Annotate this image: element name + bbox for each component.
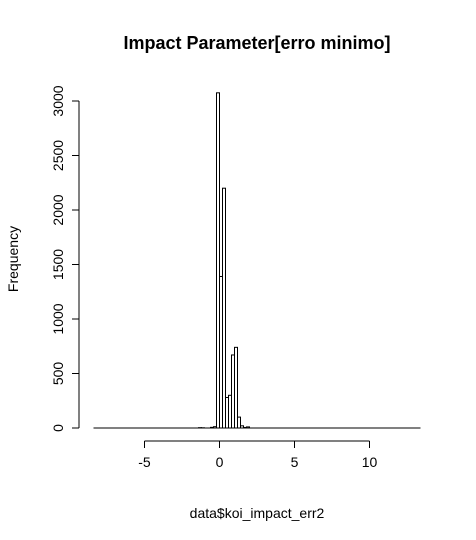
y-tick-label: 3000	[50, 85, 66, 116]
y-tick-label: 2000	[50, 194, 66, 225]
histogram-bar	[222, 187, 226, 429]
histogram-bar	[216, 92, 220, 429]
histogram-bar	[246, 426, 250, 429]
histogram-bar	[240, 425, 244, 429]
histogram-bar	[237, 416, 241, 429]
y-axis-label: Frequency	[5, 226, 21, 292]
histogram-bar	[234, 346, 238, 429]
y-tick-label: 1000	[50, 303, 66, 334]
y-tick-label: 1500	[50, 249, 66, 280]
x-tick-label: 10	[362, 454, 378, 470]
x-tick-label: 0	[216, 454, 224, 470]
y-axis: 0 500 1000 1500 2000 2500 3000	[50, 85, 80, 432]
x-tick-label: 5	[291, 454, 299, 470]
chart-title: Impact Parameter[erro minimo]	[123, 33, 390, 53]
x-axis-label: data$koi_impact_err2	[190, 505, 325, 521]
y-tick-label: 0	[50, 424, 66, 432]
x-axis: -5 0 5 10	[138, 440, 378, 470]
y-tick-label: 2500	[50, 140, 66, 171]
x-tick-label: -5	[138, 454, 151, 470]
histogram-bars	[93, 92, 421, 429]
y-tick-label: 500	[50, 362, 66, 386]
